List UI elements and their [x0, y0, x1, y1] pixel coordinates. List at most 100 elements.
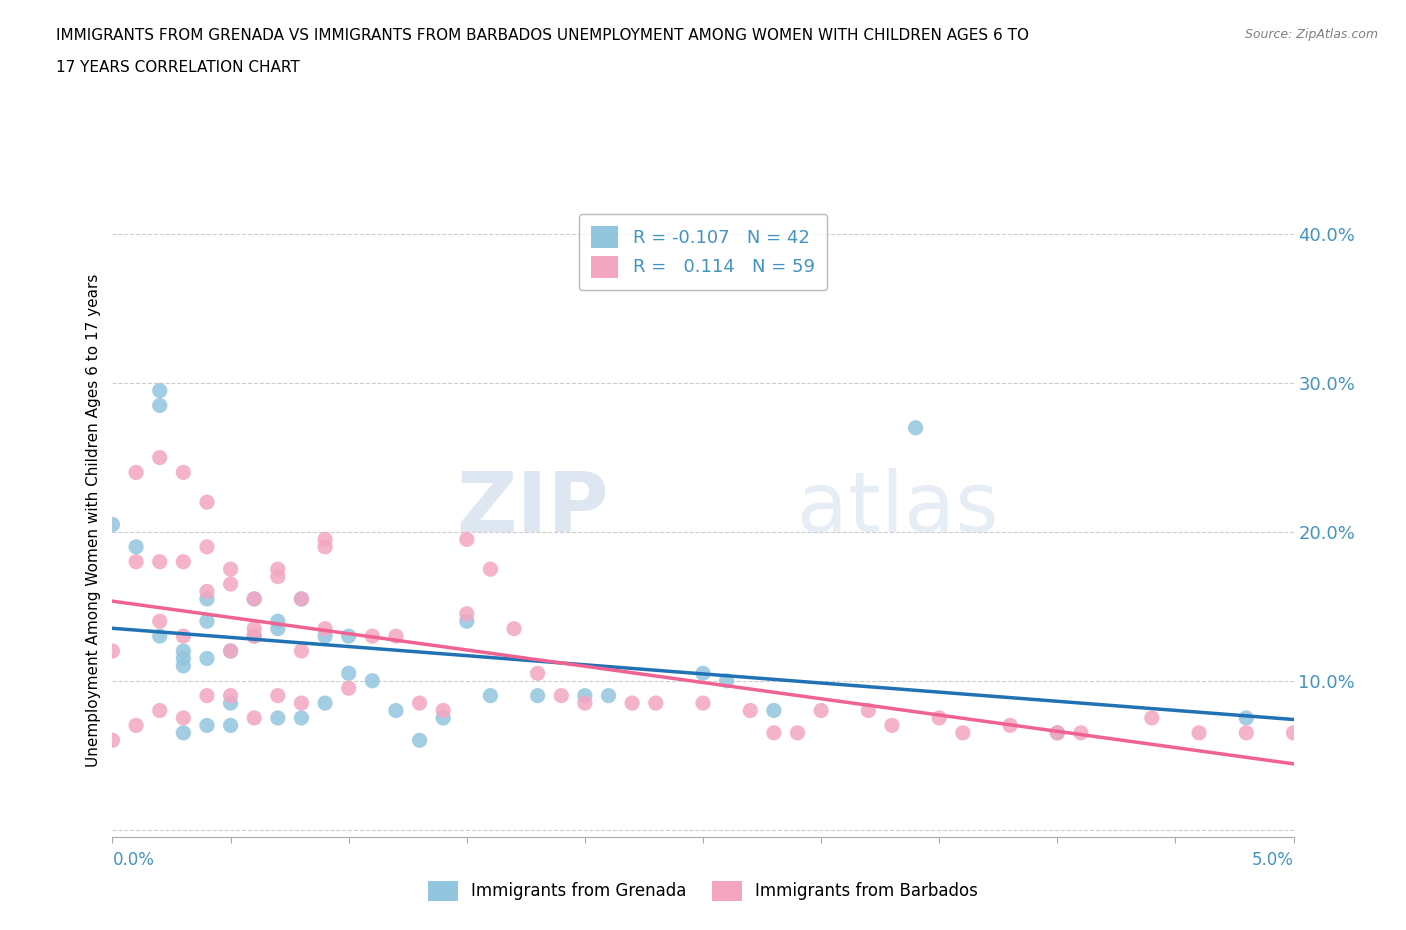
Point — [598, 688, 620, 703]
Point — [1046, 725, 1069, 740]
Text: Source: ZipAtlas.com: Source: ZipAtlas.com — [1244, 28, 1378, 41]
Point — [858, 703, 880, 718]
Point — [692, 666, 714, 681]
Point — [432, 711, 454, 725]
Point — [172, 725, 194, 740]
Point — [998, 718, 1021, 733]
Point — [267, 688, 290, 703]
Point — [1046, 725, 1069, 740]
Point — [952, 725, 974, 740]
Point — [243, 621, 266, 636]
Point — [1188, 725, 1211, 740]
Point — [219, 718, 242, 733]
Point — [526, 688, 548, 703]
Point — [385, 629, 408, 644]
Point — [716, 673, 738, 688]
Point — [101, 517, 124, 532]
Point — [172, 651, 194, 666]
Point — [219, 688, 242, 703]
Text: 5.0%: 5.0% — [1251, 851, 1294, 869]
Point — [644, 696, 666, 711]
Point — [904, 420, 927, 435]
Point — [408, 733, 430, 748]
Legend: Immigrants from Grenada, Immigrants from Barbados: Immigrants from Grenada, Immigrants from… — [422, 874, 984, 908]
Point — [479, 562, 502, 577]
Point — [1234, 711, 1257, 725]
Point — [880, 718, 903, 733]
Point — [762, 725, 785, 740]
Point — [762, 703, 785, 718]
Point — [692, 696, 714, 711]
Point — [101, 733, 124, 748]
Text: IMMIGRANTS FROM GRENADA VS IMMIGRANTS FROM BARBADOS UNEMPLOYMENT AMONG WOMEN WIT: IMMIGRANTS FROM GRENADA VS IMMIGRANTS FR… — [56, 28, 1029, 43]
Point — [243, 711, 266, 725]
Point — [574, 688, 596, 703]
Point — [290, 591, 312, 606]
Point — [267, 711, 290, 725]
Point — [810, 703, 832, 718]
Point — [432, 703, 454, 718]
Point — [125, 465, 148, 480]
Point — [267, 562, 290, 577]
Point — [786, 725, 808, 740]
Text: ZIP: ZIP — [456, 468, 609, 549]
Point — [149, 703, 172, 718]
Point — [621, 696, 644, 711]
Point — [149, 383, 172, 398]
Point — [172, 465, 194, 480]
Point — [101, 644, 124, 658]
Point — [267, 621, 290, 636]
Text: 0.0%: 0.0% — [112, 851, 155, 869]
Point — [195, 495, 218, 510]
Text: atlas: atlas — [797, 468, 1000, 549]
Point — [361, 629, 384, 644]
Point — [314, 629, 336, 644]
Point — [337, 629, 360, 644]
Point — [172, 644, 194, 658]
Point — [456, 532, 478, 547]
Point — [456, 606, 478, 621]
Point — [195, 688, 218, 703]
Point — [149, 629, 172, 644]
Point — [267, 614, 290, 629]
Point — [314, 539, 336, 554]
Point — [408, 696, 430, 711]
Point — [195, 718, 218, 733]
Point — [195, 539, 218, 554]
Point — [1282, 725, 1305, 740]
Point — [337, 681, 360, 696]
Point — [172, 554, 194, 569]
Point — [290, 696, 312, 711]
Point — [314, 621, 336, 636]
Point — [337, 666, 360, 681]
Point — [503, 621, 526, 636]
Point — [928, 711, 950, 725]
Point — [219, 696, 242, 711]
Point — [219, 577, 242, 591]
Point — [195, 584, 218, 599]
Point — [290, 711, 312, 725]
Point — [243, 591, 266, 606]
Point — [125, 539, 148, 554]
Point — [361, 673, 384, 688]
Point — [172, 629, 194, 644]
Point — [195, 651, 218, 666]
Point — [125, 554, 148, 569]
Point — [314, 532, 336, 547]
Point — [149, 614, 172, 629]
Y-axis label: Unemployment Among Women with Children Ages 6 to 17 years: Unemployment Among Women with Children A… — [86, 274, 101, 767]
Point — [574, 696, 596, 711]
Point — [1070, 725, 1092, 740]
Point — [290, 591, 312, 606]
Point — [314, 696, 336, 711]
Point — [550, 688, 572, 703]
Point — [172, 711, 194, 725]
Point — [219, 644, 242, 658]
Point — [195, 591, 218, 606]
Point — [243, 629, 266, 644]
Point — [149, 554, 172, 569]
Point — [479, 688, 502, 703]
Point — [740, 703, 762, 718]
Point — [456, 614, 478, 629]
Point — [219, 644, 242, 658]
